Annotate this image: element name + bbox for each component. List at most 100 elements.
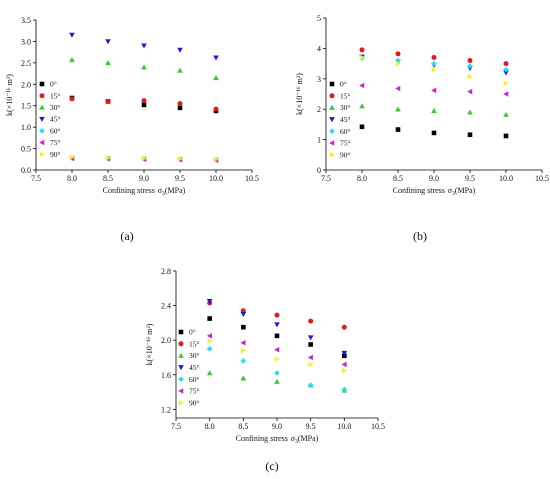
legend-label: 0° — [189, 328, 196, 337]
data-point — [206, 333, 212, 339]
data-point — [105, 39, 111, 45]
data-point — [503, 80, 509, 87]
data-point — [341, 350, 348, 356]
data-point — [395, 106, 401, 112]
data-point — [341, 386, 348, 393]
legend-label: 60° — [189, 375, 200, 384]
x-tick-label: 7.5 — [171, 422, 181, 431]
data-point — [431, 87, 437, 94]
y-tick-label: 2.8 — [161, 267, 171, 276]
x-tick-label: 8.5 — [238, 422, 248, 431]
data-point — [467, 63, 473, 69]
data-point — [307, 335, 314, 341]
data-point — [431, 107, 437, 113]
legend-marker — [329, 128, 335, 134]
data-point — [141, 64, 147, 70]
data-point — [274, 322, 280, 328]
legend-marker — [39, 139, 45, 146]
legend-marker — [39, 128, 45, 134]
data-point — [431, 60, 437, 67]
x-tick-label: 8.5 — [103, 174, 113, 183]
y-tick-label: 2.0 — [21, 80, 31, 89]
legend-marker — [39, 116, 45, 122]
data-point — [467, 88, 473, 95]
data-point — [274, 346, 280, 353]
x-axis-title-sub: 3 — [295, 439, 298, 445]
legend-label: 45° — [340, 115, 351, 124]
y-tick-label: 1.6 — [161, 371, 171, 380]
data-point — [307, 354, 313, 361]
data-point — [213, 106, 219, 112]
y-tick-label: 1.5 — [21, 102, 31, 111]
legend-marker — [178, 352, 184, 358]
data-point — [307, 382, 314, 388]
data-point — [69, 57, 75, 63]
data-point — [431, 130, 437, 136]
x-axis-title-symbol: σ — [158, 186, 163, 195]
data-point — [308, 342, 313, 347]
data-point — [359, 47, 365, 53]
data-point — [274, 378, 280, 384]
x-axis-title-text: Confining stress — [236, 434, 288, 443]
y-axis-title: k(×10⁻¹⁶ m²) — [145, 323, 154, 365]
data-point — [141, 43, 147, 49]
data-point — [240, 339, 246, 346]
data-point — [467, 73, 473, 80]
data-point — [359, 124, 365, 130]
x-tick-label: 9.0 — [139, 174, 149, 183]
legend-marker — [329, 140, 335, 146]
data-point — [177, 105, 183, 111]
legend-marker — [39, 104, 45, 110]
legend-label: 60° — [50, 126, 61, 135]
data-point — [177, 47, 183, 53]
data-point — [341, 361, 347, 368]
y-axis-title: k(×10⁻¹⁶ m²) — [295, 73, 304, 115]
x-tick-label: 9.5 — [306, 422, 316, 431]
data-point — [274, 356, 280, 362]
data-point — [141, 155, 147, 162]
y-tick-label: 0 — [317, 166, 321, 175]
data-point — [241, 347, 247, 354]
x-tick-label: 10.0 — [499, 174, 513, 183]
legend-label: 30° — [340, 103, 351, 112]
legend-label: 75° — [50, 138, 61, 147]
data-point — [141, 98, 147, 104]
data-point — [503, 111, 509, 117]
legend-marker — [39, 81, 45, 87]
legend-label: 75° — [189, 387, 200, 396]
data-point — [503, 61, 509, 67]
data-point — [240, 375, 247, 381]
data-point — [503, 66, 509, 73]
y-tick-label: 1 — [317, 136, 321, 145]
data-point — [213, 156, 219, 163]
legend-marker — [329, 152, 335, 158]
data-point — [240, 311, 247, 318]
data-point — [177, 67, 183, 73]
x-tick-label: 8.0 — [357, 174, 367, 183]
data-point — [359, 103, 365, 109]
x-tick-label: 8.5 — [393, 174, 403, 183]
x-tick-label: 10.5 — [535, 174, 549, 183]
y-tick-label: 3 — [317, 75, 321, 84]
y-tick-label: 0.5 — [21, 145, 31, 154]
panel-b: 7.5 8.0 8.5 9.0 9.5 10.0 10.5 0 1 2 3 4 5 Confining s… — [295, 14, 549, 197]
y-tick-label: 0.0 — [21, 166, 31, 175]
data-point — [207, 316, 212, 321]
x-axis-title-unit: (MPa) — [165, 186, 186, 195]
legend-marker — [178, 365, 184, 371]
data-point — [207, 338, 213, 344]
data-point — [240, 358, 247, 364]
data-point — [213, 55, 219, 61]
x-tick-label: 10.5 — [245, 174, 259, 183]
data-point — [359, 54, 365, 61]
data-point — [105, 60, 111, 66]
x-axis-title-unit: (MPa) — [455, 186, 476, 195]
data-point — [342, 367, 348, 374]
data-point — [467, 109, 473, 115]
y-tick-label: 5 — [317, 14, 321, 23]
x-tick-label: 9.5 — [465, 174, 475, 183]
data-point — [141, 102, 147, 108]
y-tick-label: 2.0 — [161, 336, 171, 345]
panel-a: 7.5 8.0 8.5 9.0 9.5 10.0 10.5 0.0 0.5 1.0 1.5 2.0 2.… — [5, 16, 259, 197]
x-tick-label: 10.0 — [337, 422, 351, 431]
